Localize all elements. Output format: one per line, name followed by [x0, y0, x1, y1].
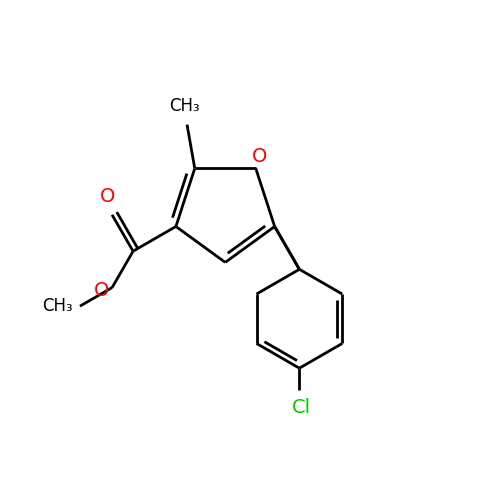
Text: O: O: [94, 280, 109, 299]
Text: CH₃: CH₃: [169, 96, 200, 114]
Text: CH₃: CH₃: [42, 297, 72, 315]
Text: O: O: [100, 187, 115, 206]
Text: O: O: [252, 146, 268, 166]
Text: Cl: Cl: [292, 398, 312, 417]
